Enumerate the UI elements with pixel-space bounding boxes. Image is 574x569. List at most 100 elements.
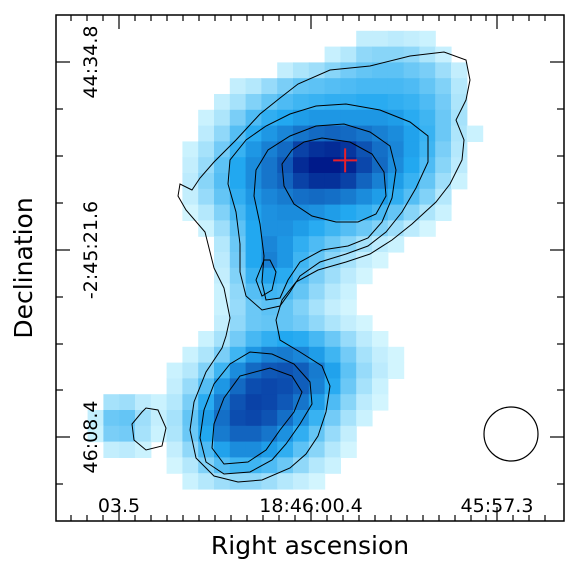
heatmap-cell (387, 30, 405, 48)
heatmap-cell (293, 331, 310, 348)
heatmap-cell (166, 362, 183, 379)
heatmap-cell (308, 78, 326, 95)
beam-circle (483, 406, 539, 462)
heatmap-cell (293, 109, 310, 127)
heatmap-cell (277, 62, 294, 79)
heatmap-cell (229, 173, 247, 190)
heatmap-cell (372, 173, 389, 190)
heatmap-cell (198, 157, 215, 174)
heatmap-cell (372, 188, 389, 206)
heatmap-cell (277, 410, 294, 427)
heatmap-cell (198, 331, 215, 348)
heatmap-cell (150, 394, 168, 411)
heatmap-cell (324, 425, 341, 443)
heatmap-cell (229, 299, 247, 316)
heatmap-cell (340, 410, 357, 427)
heatmap-cell (340, 331, 357, 348)
heatmap-cell (229, 125, 247, 142)
heatmap-cell (356, 346, 373, 364)
heatmap-cell (214, 157, 231, 174)
heatmap-cell (324, 331, 341, 348)
heatmap-cell (372, 109, 389, 127)
heatmap-cell (277, 173, 294, 190)
heatmap-cell (403, 30, 420, 48)
heatmap-cell (340, 425, 357, 443)
heatmap-cell (245, 346, 262, 364)
heatmap-cell (356, 252, 373, 269)
heatmap-cell (214, 141, 231, 158)
heatmap-cell (229, 315, 247, 332)
heatmap-cell (387, 220, 405, 237)
heatmap-cell (340, 236, 357, 253)
heatmap-cell (229, 267, 247, 285)
heatmap-cell (245, 204, 262, 221)
heatmap-cell (182, 204, 199, 221)
heatmap-cell (261, 94, 278, 111)
heatmap-cell (308, 346, 326, 364)
heatmap-cell (229, 283, 247, 300)
heatmap-cell (135, 410, 152, 427)
heatmap-cell (324, 315, 341, 332)
heatmap-cell (198, 220, 215, 237)
heatmap-cell (451, 78, 468, 95)
heatmap-cell (198, 125, 215, 142)
heatmap-cell (308, 331, 326, 348)
heatmap-cell (340, 346, 357, 364)
heatmap-cell (387, 157, 405, 174)
heatmap-cell (261, 346, 278, 364)
heatmap-cell (308, 457, 326, 474)
heatmap-cell (261, 141, 278, 158)
heatmap-cell (293, 141, 310, 158)
heatmap-cell (340, 362, 357, 379)
heatmap-cell (324, 378, 341, 395)
heatmap-cell (403, 125, 420, 142)
heatmap-cell (261, 315, 278, 332)
heatmap-cell (277, 473, 294, 490)
heatmap-cell (277, 362, 294, 379)
heatmap-cell (387, 362, 405, 379)
heatmap-cell (229, 109, 247, 127)
heatmap-cell (308, 473, 326, 490)
heatmap-cell (103, 441, 120, 458)
heatmap-cell (214, 109, 231, 127)
heatmap-cell (119, 410, 136, 427)
heatmap-cell (245, 425, 262, 443)
heatmap-cell (277, 141, 294, 158)
heatmap-cell (419, 173, 436, 190)
heatmap-cell (277, 394, 294, 411)
heatmap-cell (277, 204, 294, 221)
heatmap-cell (403, 109, 420, 127)
heatmap-cell (150, 425, 168, 443)
heatmap-cell (340, 204, 357, 221)
heatmap-cell (340, 125, 357, 142)
heatmap-cell (356, 62, 373, 79)
heatmap-cell (308, 62, 326, 79)
heatmap-cell (198, 457, 215, 474)
heatmap-cell (308, 157, 326, 174)
heatmap-cell (308, 378, 326, 395)
heatmap-cell (293, 188, 310, 206)
heatmap-cell (277, 78, 294, 95)
heatmap-cell (324, 109, 341, 127)
heatmap-cell (308, 204, 326, 221)
heatmap-cell (387, 109, 405, 127)
heatmap-cell (245, 299, 262, 316)
heatmap-cell (261, 78, 278, 95)
heatmap-cell (308, 94, 326, 111)
contour-lines (131, 51, 471, 483)
heatmap-cell (293, 62, 310, 79)
heatmap-cell (214, 331, 231, 348)
heatmap-cell (261, 331, 278, 348)
heatmap-cell (293, 410, 310, 427)
contour-level-3 (253, 123, 397, 301)
heatmap-cell (261, 473, 278, 490)
heatmap-cell (356, 362, 373, 379)
heatmap-cell (324, 283, 341, 300)
heatmap-cell (419, 94, 436, 111)
heatmap-cell (403, 220, 420, 237)
heatmap-cell (229, 346, 247, 364)
heatmap-cell (119, 441, 136, 458)
heatmap-cell (340, 62, 357, 79)
heatmap-cell (261, 378, 278, 395)
